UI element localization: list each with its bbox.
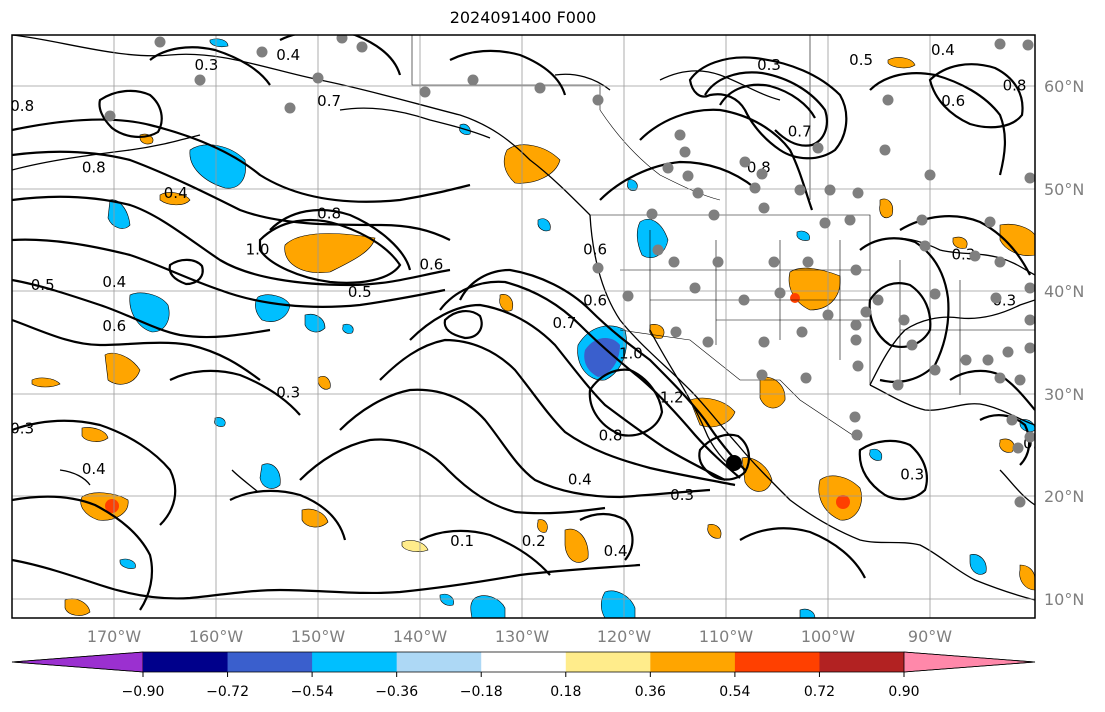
- contour-label: 0.8: [317, 205, 341, 223]
- colorbar-tick-label: −0.18: [460, 684, 503, 700]
- colorbar-tick-label: −0.54: [291, 684, 334, 700]
- contour-label: 0.5: [348, 283, 372, 301]
- contour-label: 0.4: [604, 542, 628, 560]
- shaded-field: [31, 38, 1035, 618]
- contour-label: 1.2: [660, 389, 684, 407]
- contour-label: 0.4: [82, 460, 106, 478]
- contour-label: 0.4: [102, 273, 126, 291]
- lat-label: 60°N: [1044, 77, 1084, 96]
- colorbar-segment: [396, 652, 482, 672]
- lon-label: 100°W: [801, 627, 856, 646]
- contour-label: 0.3: [10, 419, 34, 437]
- contour-label: 1.0: [246, 240, 270, 258]
- contour-label: 0.3: [670, 486, 694, 504]
- contour-label: 0.7: [788, 123, 812, 141]
- contour-label: 0.2: [522, 532, 546, 550]
- contour-label: 0.6: [583, 291, 607, 309]
- map-title: 2024091400 F000: [449, 8, 597, 27]
- contour-labels: 0.3 0.4 0.7 0.8 0.8 0.4 0.8 1.0 0.6 0.5 0.5 0.4 0.6 0…: [10, 41, 1071, 560]
- contour-label: 0.3: [194, 56, 218, 74]
- colorbar-tick-label: −0.72: [206, 684, 249, 700]
- contour-label: 0.4: [164, 184, 188, 202]
- colorbar-tick-label: 0.36: [635, 684, 666, 700]
- lon-label: 150°W: [291, 627, 346, 646]
- contour-label: 0.6: [583, 240, 607, 258]
- contour-label: 0.2: [1044, 261, 1068, 279]
- contour-label: 0.4: [276, 46, 300, 64]
- colorbar: −0.90 −0.72 −0.54 −0.36 −0.18 0.18 0.36 0.54 0.7…: [11, 651, 1036, 700]
- contour-label-bg: [1040, 261, 1071, 279]
- contour-label: 0.8: [10, 97, 34, 115]
- colorbar-segment: [312, 652, 398, 672]
- colorbar-tick-label: −0.90: [122, 684, 165, 700]
- contour-label: 0.7: [552, 314, 576, 332]
- lon-label: 170°W: [87, 627, 142, 646]
- contour-label: 0.6: [419, 256, 443, 274]
- contour-label: 0.3: [276, 384, 300, 402]
- colorbar-segment: [565, 652, 651, 672]
- contour-label: 0.3: [757, 56, 781, 74]
- colorbar-segment: [819, 652, 905, 672]
- station-markers: [104, 35, 1035, 508]
- coastlines: [12, 35, 1035, 601]
- contour-label: 0.6: [941, 92, 965, 110]
- colorbar-segment: [650, 652, 736, 672]
- lon-label: 140°W: [393, 627, 448, 646]
- lon-label: 110°W: [699, 627, 754, 646]
- lat-label: 40°N: [1044, 282, 1084, 301]
- map-plot-area: 0.3 0.4 0.7 0.8 0.8 0.4 0.8 1.0 0.6 0.5 0.5 0.4 0.6 0…: [10, 35, 1071, 618]
- contour-label: 0.8: [82, 159, 106, 177]
- lon-label: 130°W: [495, 627, 550, 646]
- contour-label: 0.5: [849, 51, 873, 69]
- colorbar-segment: [481, 652, 567, 672]
- contour-label: 0.5: [31, 276, 55, 294]
- graticule: [12, 35, 1035, 618]
- lat-label: 20°N: [1044, 487, 1084, 506]
- latitude-labels: 60°N 50°N 40°N 30°N 20°N 10°N: [1044, 77, 1084, 609]
- contour-label: 0.3: [900, 465, 924, 483]
- contour-label: 0.6: [102, 317, 126, 335]
- colorbar-tick-label: 0.18: [550, 684, 581, 700]
- contour-label: 0.8: [1003, 77, 1027, 95]
- contour-label: 1.0: [619, 345, 643, 363]
- contour-label: 0.4: [568, 470, 592, 488]
- lat-label: 10°N: [1044, 590, 1084, 609]
- contour-label: 0.3: [1023, 435, 1047, 453]
- colorbar-tick-label: 0.90: [888, 684, 919, 700]
- colorbar-segment: [227, 652, 313, 672]
- colorbar-tick-label: 0.54: [719, 684, 750, 700]
- colorbar-tick-label: −0.36: [375, 684, 418, 700]
- contour-label: 0.3: [951, 245, 975, 263]
- colorbar-extension-low: [11, 651, 144, 673]
- lon-label: 90°W: [908, 627, 952, 646]
- contour-label: 0.8: [599, 426, 623, 444]
- lon-label: 120°W: [597, 627, 652, 646]
- contour-label: 0.4: [931, 41, 955, 59]
- lat-label: 50°N: [1044, 180, 1084, 199]
- colorbar-segment: [143, 652, 229, 672]
- contour-label: 0.7: [317, 92, 341, 110]
- colorbar-extension-high: [903, 651, 1036, 673]
- center-marker-icon: [726, 455, 742, 471]
- colorbar-segment: [734, 652, 820, 672]
- colorbar-tick-label: 0.72: [804, 684, 835, 700]
- longitude-labels: 170°W 160°W 150°W 140°W 130°W 120°W 110°…: [87, 627, 952, 646]
- map-frame: [11, 34, 1036, 619]
- lat-label: 30°N: [1044, 385, 1084, 404]
- contour-label: 0.1: [450, 532, 474, 550]
- contour-lines: [12, 35, 1035, 611]
- lon-label: 160°W: [189, 627, 244, 646]
